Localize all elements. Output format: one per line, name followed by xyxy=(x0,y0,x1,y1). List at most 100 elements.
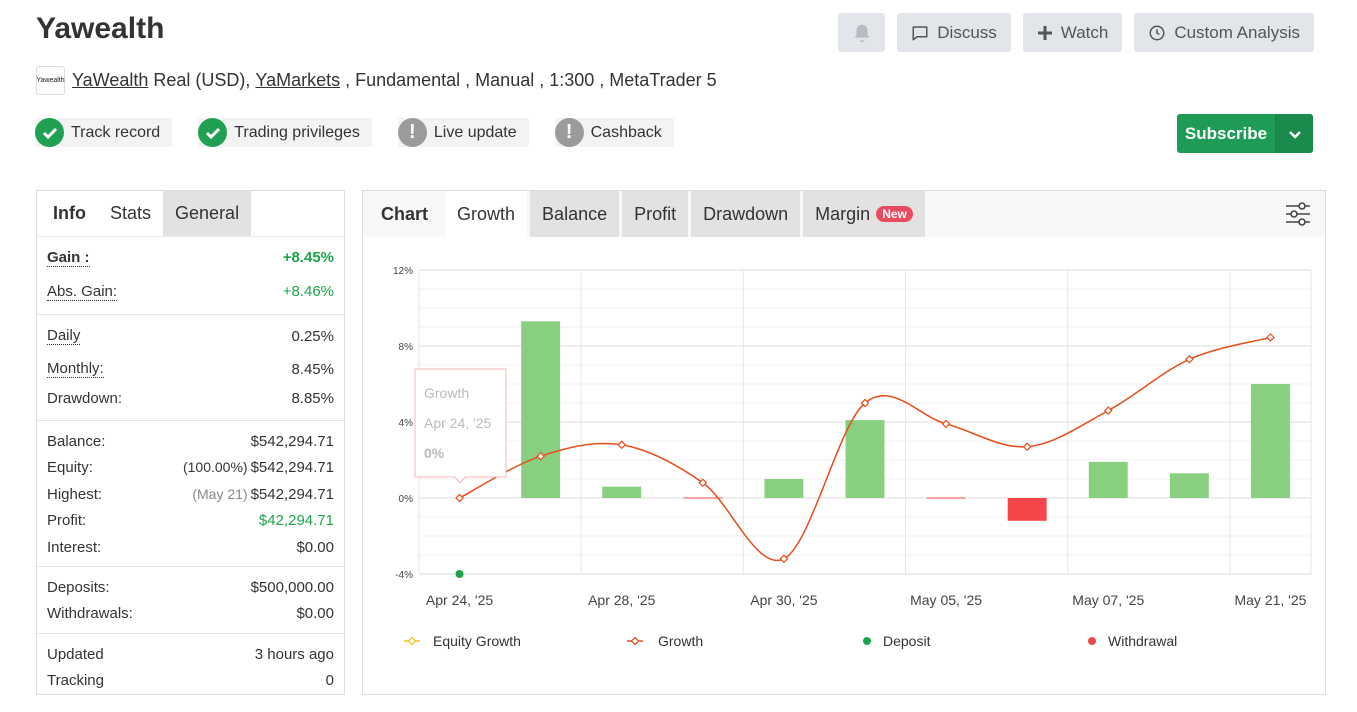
discuss-button[interactable]: Discuss xyxy=(897,13,1011,52)
legend-withdrawal: Withdrawal xyxy=(1108,633,1177,649)
check-icon xyxy=(35,118,64,147)
tab-margin-label: Margin xyxy=(815,203,871,224)
broker-link[interactable]: YaMarkets xyxy=(255,70,341,90)
monthly-row: Monthly: 8.45% xyxy=(47,357,334,381)
clock-icon xyxy=(1149,25,1165,40)
bell-icon xyxy=(854,24,870,42)
highest-row: Highest: (May 21) $542,294.71 xyxy=(47,481,334,508)
updated-label: Updated xyxy=(47,645,104,663)
gain-label[interactable]: Gain : xyxy=(47,248,90,267)
chart-settings-button[interactable] xyxy=(1285,201,1311,232)
custom-analysis-label: Custom Analysis xyxy=(1174,22,1300,42)
drawdown-value: 8.85% xyxy=(291,389,334,407)
daily-row: Daily 0.25% xyxy=(47,324,334,348)
growth-bar xyxy=(1250,384,1290,498)
profit-row: Profit: $42,294.71 xyxy=(47,508,334,535)
gain-group: Gain : +8.45% Abs. Gain: +8.46% xyxy=(37,237,344,315)
x-tick-label: May 05, '25 xyxy=(910,592,982,608)
growth-chart[interactable]: -4% 0% 4% 8% 12% Apr 24, '25 Apr 28, '25 Apr 30… xyxy=(363,237,1325,694)
growth-point xyxy=(617,440,627,450)
profit-label: Profit: xyxy=(47,512,87,530)
badge-trading-privileges[interactable]: Trading privileges xyxy=(198,118,372,147)
badge-live-update[interactable]: ! Live update xyxy=(397,118,529,147)
highest-value: $542,294.71 xyxy=(250,485,334,503)
growth-point xyxy=(536,451,546,461)
daily-value: 0.25% xyxy=(291,327,334,345)
abs-gain-row: Abs. Gain: +8.46% xyxy=(47,281,334,302)
balance-row: Balance: $542,294.71 xyxy=(47,428,334,455)
updated-value: 3 hours ago xyxy=(254,645,334,663)
owner-link[interactable]: YaWealth xyxy=(72,70,149,90)
growth-bar xyxy=(845,420,885,498)
tab-info[interactable]: Info xyxy=(53,203,86,223)
check-icon xyxy=(198,118,228,147)
watch-label: Watch xyxy=(1060,22,1109,42)
tab-balance[interactable]: Balance xyxy=(530,191,620,237)
growth-bar xyxy=(602,486,642,498)
growth-line xyxy=(459,336,1271,562)
equity-value: $542,294.71 xyxy=(250,459,334,477)
rates-group: Daily 0.25% Monthly: 8.45% Drawdown: 8.8… xyxy=(37,315,344,421)
tab-general[interactable]: General xyxy=(163,191,252,236)
deposit-point xyxy=(455,570,464,578)
subscribe-label: Subscribe xyxy=(1184,123,1268,143)
subscribe-button[interactable]: Subscribe xyxy=(1177,114,1313,153)
gain-row: Gain : +8.45% xyxy=(47,247,334,268)
legend-deposit: Deposit xyxy=(883,633,931,649)
monthly-label[interactable]: Monthly: xyxy=(47,360,104,378)
updated-row: Updated 3 hours ago xyxy=(47,641,334,667)
tab-profit[interactable]: Profit xyxy=(622,191,689,237)
system-meta: Yawealth YaWealth Real (USD), YaMarkets … xyxy=(36,66,717,95)
watch-button[interactable]: Watch xyxy=(1022,13,1123,52)
deposits-row: Deposits: $500,000.00 xyxy=(47,574,334,600)
balance-group: Balance: $542,294.71 Equity: (100.00%) $5… xyxy=(37,421,344,567)
growth-point xyxy=(1103,406,1113,415)
drawdown-row: Drawdown: 8.85% xyxy=(47,386,334,410)
growth-point xyxy=(455,493,464,503)
growth-bar xyxy=(926,497,966,499)
growth-bar xyxy=(683,497,723,499)
badge-track-record[interactable]: Track record xyxy=(35,118,173,147)
chart-tooltip xyxy=(414,368,507,484)
legend-equity-growth: Equity Growth xyxy=(433,633,521,649)
tab-margin[interactable]: Margin New xyxy=(803,191,925,237)
tab-stats[interactable]: Stats xyxy=(110,203,152,223)
daily-label[interactable]: Daily xyxy=(47,327,81,345)
tracking-label: Tracking xyxy=(47,671,104,689)
interest-row: Interest: $0.00 xyxy=(47,534,334,561)
plus-icon xyxy=(1037,25,1052,40)
interest-value: $0.00 xyxy=(296,538,334,556)
subscribe-dropdown[interactable] xyxy=(1275,114,1313,153)
abs-gain-value: +8.46% xyxy=(282,283,334,300)
highest-label: Highest: xyxy=(47,485,103,503)
growth-point xyxy=(1022,442,1032,452)
y-tick-label: 8% xyxy=(399,342,414,353)
notify-button[interactable] xyxy=(838,13,886,52)
deposits-label: Deposits: xyxy=(47,578,110,596)
interest-label: Interest: xyxy=(47,538,102,556)
system-details: , Fundamental , Manual , 1:300 , MetaTra… xyxy=(340,70,717,90)
x-tick-label: May 21, '25 xyxy=(1234,592,1306,608)
y-tick-label: 4% xyxy=(399,418,414,429)
deposits-value: $500,000.00 xyxy=(250,578,334,596)
tracking-group: Updated 3 hours ago Tracking 0 xyxy=(37,634,344,693)
tab-growth[interactable]: Growth xyxy=(445,191,528,237)
tooltip-date: Apr 24, '25 xyxy=(424,415,491,431)
equity-row: Equity: (100.00%) $542,294.71 xyxy=(47,455,334,482)
custom-analysis-button[interactable]: Custom Analysis xyxy=(1134,13,1314,52)
withdrawals-label: Withdrawals: xyxy=(47,604,133,622)
badge-cashback[interactable]: ! Cashback xyxy=(554,118,674,147)
abs-gain-label[interactable]: Abs. Gain: xyxy=(47,282,118,301)
stats-tabs: Info Stats General xyxy=(37,191,344,237)
chart-tabs: Chart Growth Balance Profit Drawdown Mar… xyxy=(363,191,1325,237)
legend-growth-marker xyxy=(630,636,640,646)
discuss-label: Discuss xyxy=(937,22,997,42)
chart-panel: Chart Growth Balance Profit Drawdown Mar… xyxy=(362,190,1326,695)
sliders-icon xyxy=(1286,202,1310,226)
profit-value: $42,294.71 xyxy=(258,512,334,530)
tooltip-value: 0% xyxy=(424,445,445,461)
x-tick-label: May 07, '25 xyxy=(1072,592,1144,608)
equity-label: Equity: xyxy=(47,459,93,477)
tab-drawdown[interactable]: Drawdown xyxy=(691,191,801,237)
highest-date: (May 21) xyxy=(192,485,248,502)
